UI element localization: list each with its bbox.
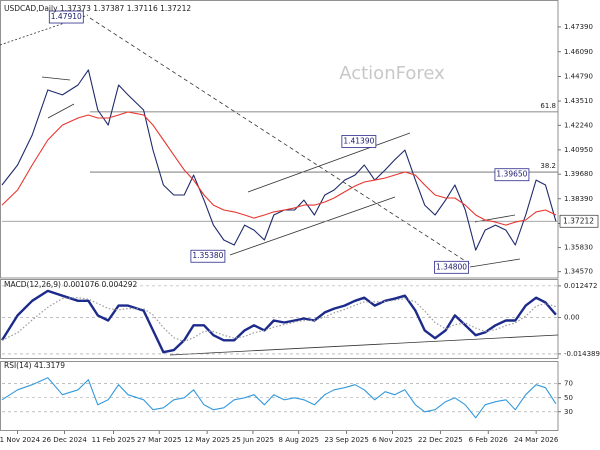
y-tick-label: 1.35830 [564,244,593,252]
annotation-label: 1.35380 [192,251,223,260]
annotation-label: 1.39650 [496,170,527,179]
y-tick-label: 1.40950 [564,146,593,154]
fib-level-label: 61.8 [540,102,556,110]
y-tick-label: 1.43510 [564,97,593,105]
series-line [1,377,557,419]
channel-line [469,258,521,268]
x-tick-label: 25 Jun 2025 [232,436,274,444]
annotation-box [190,249,226,263]
x-tick-label: 23 Sep 2025 [324,436,368,444]
panel-title: USDCAD,Daily 1.37373 1.37387 1.37116 1.3… [4,4,191,13]
x-tick-label: 26 Dec 2024 [42,436,87,444]
channel-line [247,132,411,193]
y-tick-label: 0.00 [564,313,580,321]
fib-level-label: 38.2 [540,162,556,170]
macd-panel [0,279,559,359]
annotation-label: 1.34800 [436,262,467,271]
macd-trend-line [169,334,559,356]
x-tick-label: 22 Dec 2025 [418,436,463,444]
series-line [0,289,557,354]
y-tick-label: 1.44790 [564,73,593,81]
last-price-label: 1.37212 [563,216,594,225]
y-tick-label: 1.39680 [564,170,593,178]
series-line [1,111,557,226]
rsi-panel [0,361,559,431]
y-tick-label: 1.38390 [564,195,593,203]
x-tick-label: 27 Mar 2025 [137,436,181,444]
channel-line [41,76,71,81]
y-tick-label: 30 [564,408,573,416]
channel-line [474,214,516,223]
y-tick-label: 0.012472 [564,282,597,290]
panel-title: MACD(12,26,9) 0.001076 0.004292 [4,280,138,289]
x-tick-label: 11 Feb 2025 [92,436,136,444]
annotation-box [341,135,377,148]
y-tick-label: -0.014389 [564,350,600,358]
annotation-box [48,10,84,24]
y-tick-label: 50 [564,394,573,402]
y-tick-label: 1.46090 [564,48,593,56]
annotation-label: 1.41390 [343,137,374,146]
annotation-box [434,260,469,274]
x-tick-label: 8 Aug 2025 [279,436,319,444]
annotation-box [494,168,530,182]
x-tick-label: 6 Feb 2026 [469,436,509,444]
annotation-label: 1.47910 [51,12,82,21]
series-line [1,69,557,251]
y-tick-label: 1.47390 [564,23,593,31]
channel-line [47,103,75,119]
y-tick-label: 1.34570 [564,268,593,276]
x-tick-label: 12 May 2025 [184,436,230,444]
panel-title: RSI(14) 41.3179 [4,361,65,370]
y-tick-label: 70 [564,380,573,388]
channel-line [229,196,396,256]
trend-lines [0,14,559,356]
x-tick-label: 6 Nov 2025 [372,436,412,444]
price-panel [0,0,559,279]
watermark: ActionForex [339,63,445,84]
x-tick-label: 24 Mar 2026 [514,436,559,444]
trend-line [89,17,471,265]
last-price-box [559,214,599,228]
y-tick-label: 1.42240 [564,121,593,129]
x-tick-label: 11 Nov 2024 [0,436,41,444]
